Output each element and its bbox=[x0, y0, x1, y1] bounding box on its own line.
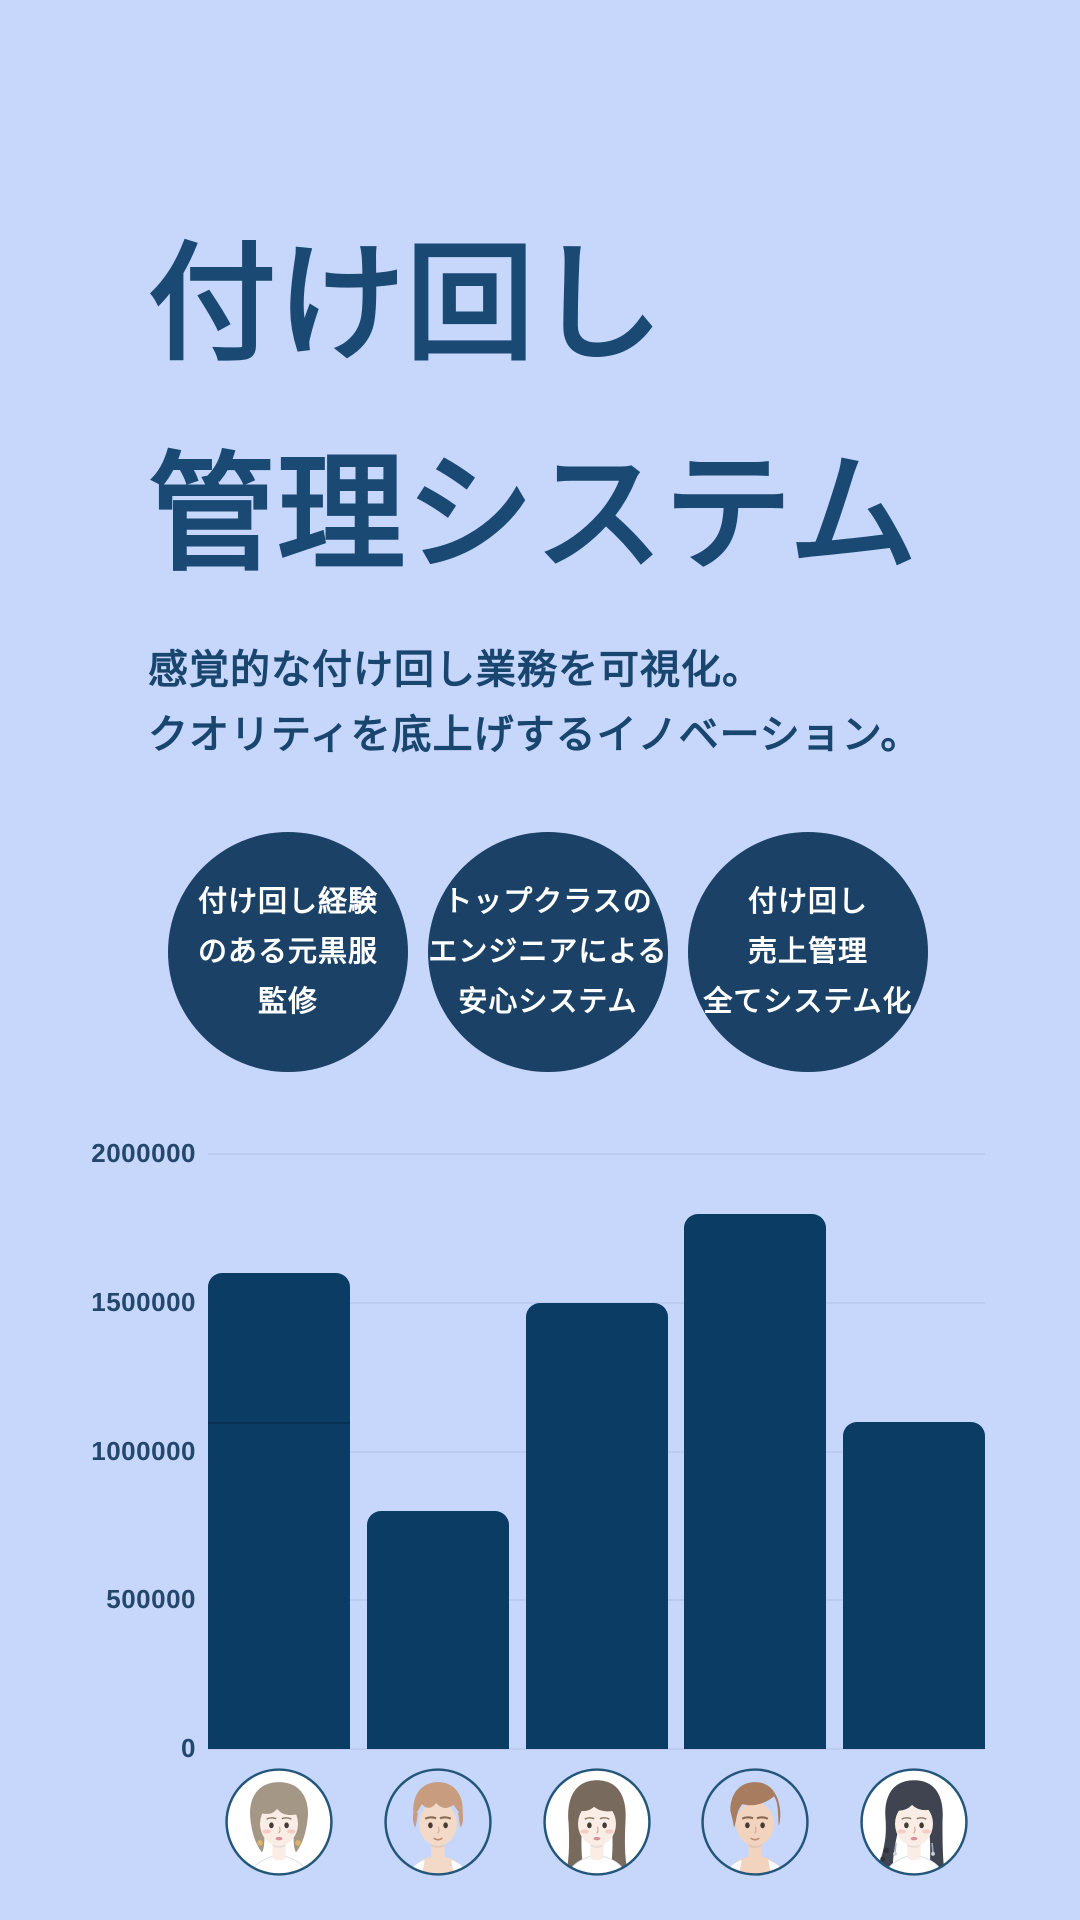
avatar-woman-long-brown-hair-icon bbox=[540, 1765, 654, 1879]
page-subtitle-line-2: クオリティを底上げするイノベーション。 bbox=[148, 713, 922, 757]
gridline bbox=[208, 1301, 985, 1304]
avatar-woman-black-ponytail-icon bbox=[857, 1765, 971, 1879]
bar-staff-2 bbox=[366, 1511, 509, 1749]
avatar-man-light-brown-hair-icon bbox=[381, 1765, 495, 1879]
avatar-man-swept-brown-hair-icon bbox=[698, 1765, 812, 1879]
page-title-line-1: 付け回し bbox=[148, 233, 665, 376]
y-axis-tick-label: 1500000 bbox=[91, 1286, 196, 1317]
page-title: 付け回し 管理システム bbox=[148, 200, 918, 620]
gridline bbox=[208, 1450, 985, 1453]
gridline bbox=[208, 1748, 985, 1750]
page-subtitle-line-1: 感覚的な付け回し業務を可視化。 bbox=[148, 648, 763, 692]
feature-badge-supervision: 付け回し経験 のある元黒服 監修 bbox=[168, 832, 408, 1072]
badge-line: 売上管理 bbox=[747, 936, 868, 968]
badge-line: 全てシステム化 bbox=[703, 986, 913, 1018]
badge-line: 付け回し bbox=[747, 886, 868, 918]
y-axis-tick-label: 0 bbox=[181, 1733, 196, 1763]
badge-line: 安心システム bbox=[458, 986, 638, 1018]
badge-line: エンジニアによる bbox=[428, 936, 668, 968]
bar-staff-1 bbox=[208, 1273, 350, 1749]
feature-badge-engineers: トップクラスの エンジニアによる 安心システム bbox=[428, 832, 668, 1072]
y-axis-tick-label: 500000 bbox=[106, 1584, 196, 1615]
bar-staff-5 bbox=[843, 1421, 985, 1749]
y-axis-tick-label: 2000000 bbox=[91, 1138, 196, 1168]
bar-segment-divider bbox=[208, 1421, 350, 1424]
badge-line: トップクラスの bbox=[443, 886, 653, 918]
y-axis-tick-label: 1000000 bbox=[91, 1435, 196, 1466]
badge-line: 監修 bbox=[257, 986, 318, 1018]
page-title-line-2: 管理システム bbox=[148, 443, 919, 586]
page-subtitle: 感覚的な付け回し業務を可視化。 クオリティを底上げするイノベーション。 bbox=[148, 638, 921, 768]
gridline bbox=[208, 1153, 985, 1155]
gridline bbox=[208, 1599, 985, 1602]
feature-badge-systemization: 付け回し 売上管理 全てシステム化 bbox=[688, 832, 928, 1072]
bar-staff-3 bbox=[525, 1302, 668, 1749]
badge-line: 付け回し経験 bbox=[197, 886, 378, 918]
avatar-woman-short-bob-icon bbox=[222, 1765, 336, 1879]
badge-line: のある元黒服 bbox=[197, 936, 378, 968]
bar-staff-4 bbox=[684, 1213, 827, 1749]
